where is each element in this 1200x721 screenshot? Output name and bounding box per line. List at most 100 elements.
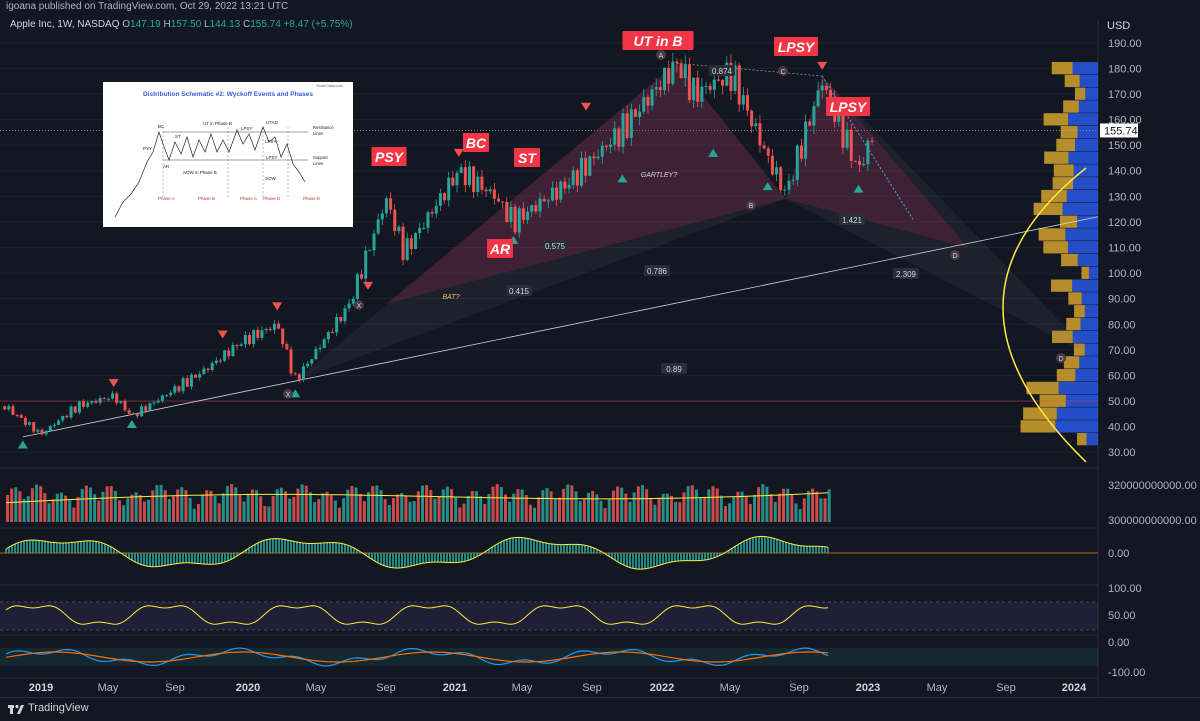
volume-bar	[811, 488, 815, 522]
point-label: A	[659, 53, 664, 60]
volume-bar	[450, 489, 454, 522]
candle-body	[438, 193, 442, 206]
volume-profile-up-bar	[1077, 215, 1098, 228]
candle-body	[604, 145, 608, 148]
candle-body	[663, 67, 667, 91]
candle-body	[550, 187, 554, 201]
volume-bar	[769, 493, 773, 522]
candle-body	[592, 156, 596, 159]
volume-bar	[263, 506, 267, 522]
candle-body	[32, 422, 36, 432]
fib-ratio-label: 0.575	[545, 242, 566, 251]
schematic-drawing: Distribution Schematic #2: Wyckoff Event…	[114, 84, 343, 218]
candle-body	[729, 62, 733, 91]
volume-profile-up-bar	[1084, 305, 1098, 318]
candle-body	[177, 386, 181, 392]
candle-body	[575, 170, 579, 186]
momentum-axis-label: -100.00	[1108, 667, 1145, 679]
volume-bar	[694, 489, 698, 522]
volume-bar	[728, 503, 732, 522]
volume-bar	[304, 485, 308, 522]
sell-signal-triangle	[363, 281, 373, 290]
candle-body	[434, 205, 438, 214]
volume-bar	[711, 486, 715, 522]
candle-body	[484, 189, 488, 192]
volume-bar	[732, 497, 736, 522]
candle-body	[526, 211, 530, 220]
y-tick-label: 40.00	[1108, 422, 1136, 434]
candle-body	[152, 402, 156, 404]
last-price-value: 155.74	[1104, 125, 1138, 137]
volume-bar	[587, 492, 590, 522]
candle-body	[19, 415, 23, 418]
volume-bar	[138, 495, 142, 522]
volume-bar	[238, 495, 242, 522]
candle-body	[563, 181, 567, 189]
candle-body	[15, 414, 19, 416]
volume-bar	[462, 503, 466, 522]
candle-body	[264, 328, 268, 331]
rsi-axis-label: 100.00	[1108, 583, 1142, 595]
volume-profile-up-bar	[1065, 228, 1098, 241]
inset-source: StockCharts.com	[316, 84, 343, 88]
candle-body	[223, 350, 227, 361]
inset-title: Distribution Schematic #2: Wyckoff Event…	[143, 91, 313, 98]
volume-bar	[225, 486, 229, 522]
symbol-legend: Apple Inc, 1W, NASDAQ O147.19 H157.50 L1…	[10, 19, 353, 30]
candle-body	[675, 61, 679, 64]
brand-name: TradingView	[28, 702, 89, 714]
sell-signal-triangle	[272, 302, 283, 311]
volume-bar	[533, 507, 537, 522]
volume-profile-down-bar	[1051, 279, 1073, 292]
buy-signal-triangle	[126, 420, 137, 429]
tradingview-logo-icon	[8, 704, 24, 714]
x-tick-label: May	[306, 682, 327, 694]
candle-body	[687, 64, 691, 101]
svg-text:Phase B: Phase B	[198, 196, 215, 201]
candle-body	[160, 395, 164, 401]
volume-bar	[632, 492, 636, 522]
wyckoff-label: BC	[466, 135, 487, 151]
candle-body	[600, 145, 604, 157]
volume-profile-down-bar	[1053, 164, 1074, 177]
candle-body	[779, 167, 783, 191]
volume-bar	[346, 489, 350, 522]
candle-body	[248, 335, 252, 345]
volume-bar	[437, 496, 441, 522]
oscillator-axis-label: 0.00	[1108, 548, 1129, 560]
buy-signal-triangle	[762, 182, 773, 191]
candle-body	[94, 400, 98, 403]
volume-bar	[321, 493, 325, 522]
candle-body	[845, 129, 849, 148]
last-price-tag	[1100, 123, 1138, 138]
candle-body	[750, 110, 754, 127]
volume-bar	[172, 496, 175, 522]
harmonic-pattern-name: BAT?	[443, 294, 460, 301]
volume-bar	[329, 495, 333, 522]
momentum-axis-label: 0.00	[1108, 637, 1129, 649]
volume-profile	[1020, 61, 1098, 446]
volume-bar	[246, 493, 250, 522]
candle-body	[422, 227, 426, 229]
price-chart[interactable]: 190.00180.00170.00160.00150.00140.00130.…	[0, 0, 1200, 697]
volume-bar	[147, 499, 151, 522]
volume-bar	[271, 496, 275, 522]
volume-bar	[292, 496, 296, 522]
sell-signal-triangle	[581, 102, 591, 111]
volume-bar	[516, 489, 520, 522]
svg-text:Resistance: Resistance	[313, 125, 334, 130]
candle-body	[667, 67, 671, 84]
candle-body	[754, 123, 758, 127]
volume-profile-down-bar	[1056, 369, 1076, 382]
volume-bar	[51, 499, 55, 522]
volume-bar	[89, 487, 92, 522]
wyckoff-label-box	[487, 239, 513, 258]
rsi-line	[5, 605, 829, 625]
volume-bar	[661, 493, 665, 522]
volume-bar	[445, 486, 449, 522]
open-value: 147.19	[130, 19, 161, 30]
volume-bar	[113, 491, 117, 522]
fib-label-box	[644, 265, 670, 276]
x-tick-label: 2024	[1062, 682, 1087, 694]
volume-bar	[255, 490, 258, 522]
